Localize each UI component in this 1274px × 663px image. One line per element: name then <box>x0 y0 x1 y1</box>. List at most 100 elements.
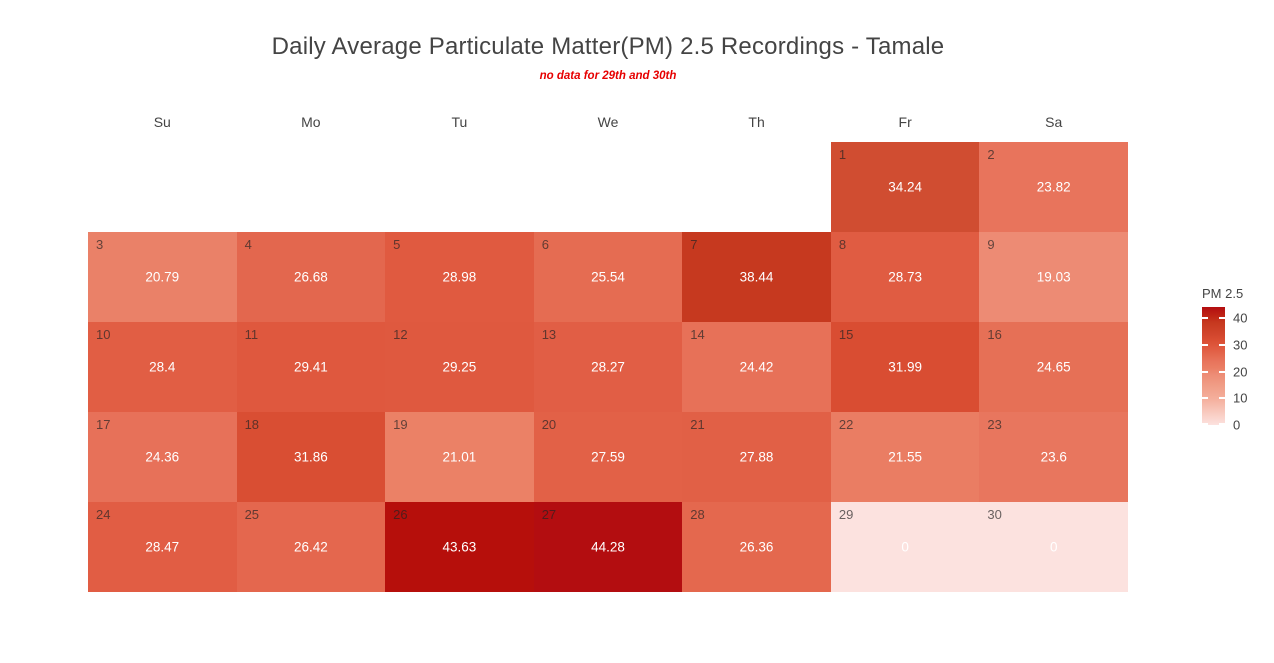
day-number: 22 <box>838 417 854 432</box>
day-cell-14[interactable]: 14 24.42 <box>682 322 831 412</box>
weekday-label-mo: Mo <box>301 114 321 130</box>
day-cell-13[interactable]: 13 28.27 <box>533 322 683 412</box>
colorbar-tick-label: 20 <box>1233 364 1248 380</box>
day-value: 26.42 <box>293 539 328 555</box>
day-value: 28.27 <box>591 359 625 375</box>
colorbar-tick-label: 40 <box>1233 310 1248 326</box>
day-cell-26[interactable]: 26 43.63 <box>385 502 534 592</box>
chart-subtitle: no data for 29th and 30th <box>539 70 677 82</box>
day-cell-6[interactable]: 6 25.54 <box>533 232 683 322</box>
day-number: 26 <box>393 507 408 522</box>
day-value: 28.98 <box>442 269 477 285</box>
day-number: 5 <box>393 237 401 252</box>
day-number: 10 <box>96 327 111 342</box>
weekday-label-we: We <box>597 114 619 130</box>
day-value: 43.63 <box>442 539 477 555</box>
day-value: 31.86 <box>293 449 328 465</box>
day-cell-27[interactable]: 27 44.28 <box>533 502 683 592</box>
day-cell-2[interactable]: 2 23.82 <box>979 142 1128 232</box>
weekday-label-sa: Sa <box>1045 114 1063 130</box>
day-value: 26.68 <box>293 269 328 285</box>
day-number: 13 <box>541 327 557 342</box>
day-cell-16[interactable]: 16 24.65 <box>979 322 1128 412</box>
day-number: 9 <box>987 237 995 252</box>
day-number: 12 <box>393 327 408 342</box>
day-cell-19[interactable]: 19 21.01 <box>385 412 534 502</box>
colorbar-tick-label: 30 <box>1233 337 1248 353</box>
day-cell-20[interactable]: 20 27.59 <box>533 412 683 502</box>
colorbar-title: PM 2.5 <box>1202 286 1244 301</box>
day-value: 27.59 <box>591 449 625 465</box>
day-value: 34.24 <box>888 179 923 195</box>
day-cell-1[interactable]: 1 34.24 <box>830 142 980 232</box>
day-number: 6 <box>541 237 549 252</box>
day-cell-30[interactable]: 30 0 <box>979 502 1128 592</box>
weekday-label-su: Su <box>153 114 171 130</box>
day-cell-29[interactable]: 29 0 <box>830 502 980 592</box>
day-cell-22[interactable]: 22 21.55 <box>830 412 980 502</box>
day-cell-28[interactable]: 28 26.36 <box>682 502 831 592</box>
day-number: 25 <box>244 507 260 522</box>
day-value: 28.73 <box>888 269 923 285</box>
day-number: 14 <box>690 327 705 342</box>
colorbar-bar: 40 30 20 10 0 <box>1202 307 1247 433</box>
day-number: 7 <box>690 237 698 252</box>
day-number: 18 <box>244 417 260 432</box>
day-number: 29 <box>838 507 854 522</box>
day-number: 4 <box>244 237 252 252</box>
day-cell-21[interactable]: 21 27.88 <box>682 412 831 502</box>
day-value: 28.47 <box>145 539 180 555</box>
day-value: 23.82 <box>1036 179 1071 195</box>
day-number: 20 <box>541 417 557 432</box>
day-value: 25.54 <box>591 269 625 285</box>
day-value: 29.25 <box>442 359 477 375</box>
day-cell-23[interactable]: 23 23.6 <box>979 412 1128 502</box>
day-value: 0 <box>1049 539 1058 555</box>
day-cell-10[interactable]: 10 28.4 <box>88 322 237 412</box>
day-number: 27 <box>541 507 557 522</box>
day-number: 15 <box>838 327 854 342</box>
day-value: 20.79 <box>145 269 180 285</box>
day-cell-24[interactable]: 24 28.47 <box>88 502 237 592</box>
day-cell-15[interactable]: 15 31.99 <box>830 322 980 412</box>
day-cell-3[interactable]: 3 20.79 <box>88 232 237 322</box>
day-value: 29.41 <box>293 359 328 375</box>
weekday-label-fr: Fr <box>898 114 912 130</box>
day-number: 3 <box>96 237 104 252</box>
day-cell-25[interactable]: 25 26.42 <box>236 502 386 592</box>
weekday-header-row: Su Mo Tu We Th Fr Sa <box>88 112 1128 132</box>
colorbar-gradient <box>1202 307 1225 425</box>
day-number: 23 <box>987 417 1002 432</box>
day-cell-11[interactable]: 11 29.41 <box>236 322 386 412</box>
day-value: 38.44 <box>739 269 774 285</box>
day-number: 11 <box>244 327 259 342</box>
colorbar-tick-label: 0 <box>1233 417 1241 433</box>
day-number: 24 <box>96 507 111 522</box>
day-value: 19.03 <box>1036 269 1071 285</box>
day-value: 27.88 <box>739 449 774 465</box>
day-cell-4[interactable]: 4 26.68 <box>236 232 386 322</box>
weekday-label-th: Th <box>748 114 765 130</box>
day-number: 30 <box>987 507 1002 522</box>
chart-title: Daily Average Particulate Matter(PM) 2.5… <box>271 33 945 60</box>
day-number: 1 <box>838 147 847 162</box>
day-cell-5[interactable]: 5 28.98 <box>385 232 534 322</box>
day-cell-8[interactable]: 8 28.73 <box>830 232 980 322</box>
day-cell-17[interactable]: 17 24.36 <box>88 412 237 502</box>
colorbar-tick-label: 10 <box>1233 390 1248 406</box>
day-cell-12[interactable]: 12 29.25 <box>385 322 534 412</box>
day-value: 28.4 <box>149 359 176 375</box>
day-number: 8 <box>838 237 847 252</box>
day-value: 26.36 <box>739 539 774 555</box>
day-value: 24.42 <box>739 359 774 375</box>
day-number: 21 <box>690 417 705 432</box>
day-value: 24.36 <box>145 449 180 465</box>
day-number: 17 <box>96 417 111 432</box>
day-number: 28 <box>690 507 705 522</box>
day-cell-18[interactable]: 18 31.86 <box>236 412 386 502</box>
day-value: 21.01 <box>442 449 477 465</box>
day-cell-7[interactable]: 7 38.44 <box>682 232 831 322</box>
day-cell-9[interactable]: 9 19.03 <box>979 232 1128 322</box>
weekday-label-tu: Tu <box>451 114 468 130</box>
